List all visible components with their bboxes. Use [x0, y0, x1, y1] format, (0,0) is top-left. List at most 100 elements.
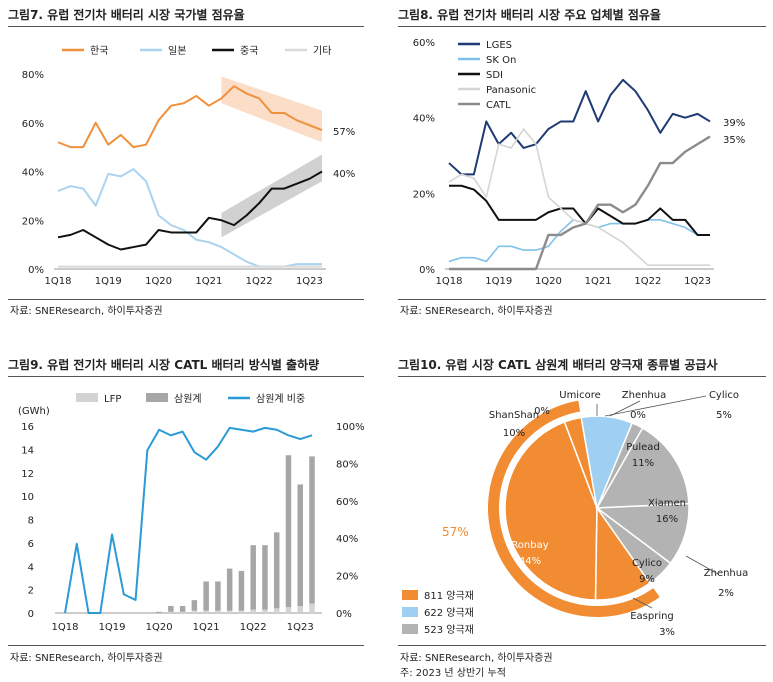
fig7-legend-label: 한국 [90, 45, 108, 57]
fig7-x-tick: 1Q18 [45, 276, 72, 287]
fig10-legend-label: 811 양극재 [424, 590, 474, 602]
fig9-bar-ternary [250, 545, 256, 610]
fig9-legend-label: 삼원계 [174, 393, 202, 405]
fig7-x-tick: 1Q21 [195, 276, 222, 287]
fig8-title-rule [398, 26, 766, 27]
fig9-bar-ternary [238, 570, 245, 611]
fig8-end-label: 35% [723, 135, 745, 146]
fig7-chart: 0% 20% 40% 60% 80% 1Q18 1Q19 1Q20 1Q21 1Q22 1Q23 한국… [22, 45, 355, 287]
fig9-title: 그림9. 유럽 전기차 배터리 시장 CATL 배터리 방식별 출하량 [8, 358, 320, 372]
fig8-y-tick: 0% [419, 265, 435, 276]
fig7-title-rule [8, 26, 364, 27]
fig9-bar-lfp [250, 609, 256, 613]
fig9-y-tick: 2 [28, 586, 34, 597]
fig8-legend-label: Panasonic [486, 85, 536, 96]
fig9-bar-lfp [215, 610, 221, 613]
fig9-y-tick: 12 [21, 469, 34, 480]
fig10-legend-label: 523 양극재 [424, 624, 474, 636]
fig10-chart: Ronbay 44% Easpring 3% Cylico 9% Zhenhua 2% Xiam… [402, 390, 748, 638]
fig8-legend-label: SK On [486, 55, 516, 66]
fig9-bar-lfp [168, 611, 174, 613]
fig9-y2-tick: 40% [336, 534, 358, 545]
fig7-y-tick: 40% [22, 168, 44, 179]
fig10-legend-label: 622 양극재 [424, 607, 474, 619]
fig9-bar-ternary [168, 605, 174, 612]
fig8-series-panasonic [448, 128, 710, 267]
fig10-slice-label: Zhenhua [622, 390, 666, 401]
fig9-source-rule [8, 645, 364, 646]
fig9-legend-label: LFP [104, 394, 121, 405]
fig8-x-tick: 1Q20 [535, 276, 562, 287]
fig9-y2-tick: 60% [336, 497, 358, 508]
fig9-y2-tick: 20% [336, 572, 358, 583]
fig8-legend-label: CATL [486, 100, 511, 111]
fig10-slice-label: ShanShan [489, 410, 539, 421]
fig9-bar-ternary [273, 532, 280, 609]
fig7-trend-band [221, 154, 322, 238]
fig9-source: 자료: SNEResearch, 하이투자증권 [10, 653, 163, 664]
fig9-chart: (GWh) 0 2 4 6 8 10 12 14 16 0% 20% 40% 60% 80% 100% 1Q18… [18, 393, 365, 633]
fig9-x-tick: 1Q23 [287, 622, 314, 633]
fig9-y-tick: 0 [28, 609, 34, 620]
fig7-legend-label: 기타 [313, 45, 331, 57]
fig7-x-tick: 1Q22 [246, 276, 273, 287]
fig7-trend-band [221, 76, 322, 143]
fig8-end-label: 39% [723, 118, 745, 129]
fig9-y-unit: (GWh) [18, 406, 50, 417]
fig10-slice-pct: 3% [659, 627, 675, 638]
fig9-bar-lfp [285, 607, 292, 613]
fig9-legend-label: 삼원계 비중 [256, 393, 305, 405]
fig7-y-tick: 20% [22, 216, 44, 227]
fig9-y2-tick: 0% [336, 609, 352, 620]
fig10-slice-label: Easpring [630, 611, 674, 622]
fig7-y-tick: 80% [22, 70, 44, 81]
fig10-slice-pct: 10% [503, 428, 525, 439]
fig9-bar-lfp [273, 608, 280, 613]
fig9-bar-lfp [179, 611, 186, 613]
fig9-y-tick: 10 [21, 492, 34, 503]
fig8-x-tick: 1Q18 [436, 276, 463, 287]
fig8-series-lges [448, 78, 711, 176]
fig10-title-rule [398, 376, 766, 377]
fig10-slice-label: Umicore [559, 390, 601, 401]
fig10-slice-label: Ronbay [511, 540, 548, 551]
fig8-y-tick: 40% [413, 114, 435, 125]
fig10-slice-label: Pulead [626, 442, 660, 453]
fig7-y-tick: 0% [28, 265, 44, 276]
fig7-end-label: 40% [333, 169, 355, 180]
fig8-y-tick: 60% [413, 38, 435, 49]
fig7-series-korea [57, 85, 323, 149]
fig9-bar-lfp [238, 610, 245, 613]
fig9-bar-ternary [179, 605, 186, 612]
fig8-legend-label: SDI [486, 70, 503, 81]
fig10-slice-pct: 11% [632, 458, 654, 469]
fig9-bar-lfp [262, 609, 268, 613]
fig9-y-tick: 4 [28, 562, 34, 573]
fig9-legend-swatch-lfp [76, 393, 98, 402]
fig10-outer-ring-811 [487, 400, 660, 617]
fig8-title: 그림8. 유럽 전기차 배터리 시장 주요 업체별 점유율 [398, 8, 661, 22]
fig8-legend-label: LGES [486, 40, 512, 51]
fig9-bar-lfp [226, 610, 233, 613]
fig8-series-sdi [449, 184, 710, 236]
fig10-slice-pct: 9% [639, 574, 655, 585]
fig9-x-tick: 1Q18 [52, 622, 79, 633]
fig9-x-tick: 1Q19 [99, 622, 126, 633]
fig10-leader-line [632, 597, 653, 609]
fig9-bar-lfp [203, 610, 209, 613]
fig7-legend-label: 중국 [240, 45, 258, 57]
fig10-slice-label: Cylico [632, 558, 662, 569]
fig10-slice-pct: 5% [716, 410, 732, 421]
fig10-slice-ronbay [504, 420, 598, 601]
fig9-x-tick: 1Q21 [193, 622, 220, 633]
fig10-slice-label: Xiamen [648, 498, 686, 509]
fig8-series-catl [449, 135, 711, 271]
fig8-x-tick: 1Q23 [684, 276, 711, 287]
fig9-bar-ternary [191, 600, 198, 611]
fig7-source: 자료: SNEResearch, 하이투자증권 [10, 306, 163, 317]
fig10-slice-pct: 16% [656, 514, 678, 525]
fig10-leader-line [609, 400, 641, 417]
fig10-slice-pct: 44% [519, 556, 541, 567]
fig10-source-rule [398, 645, 766, 646]
fig10-slice-pct: 2% [718, 588, 734, 599]
